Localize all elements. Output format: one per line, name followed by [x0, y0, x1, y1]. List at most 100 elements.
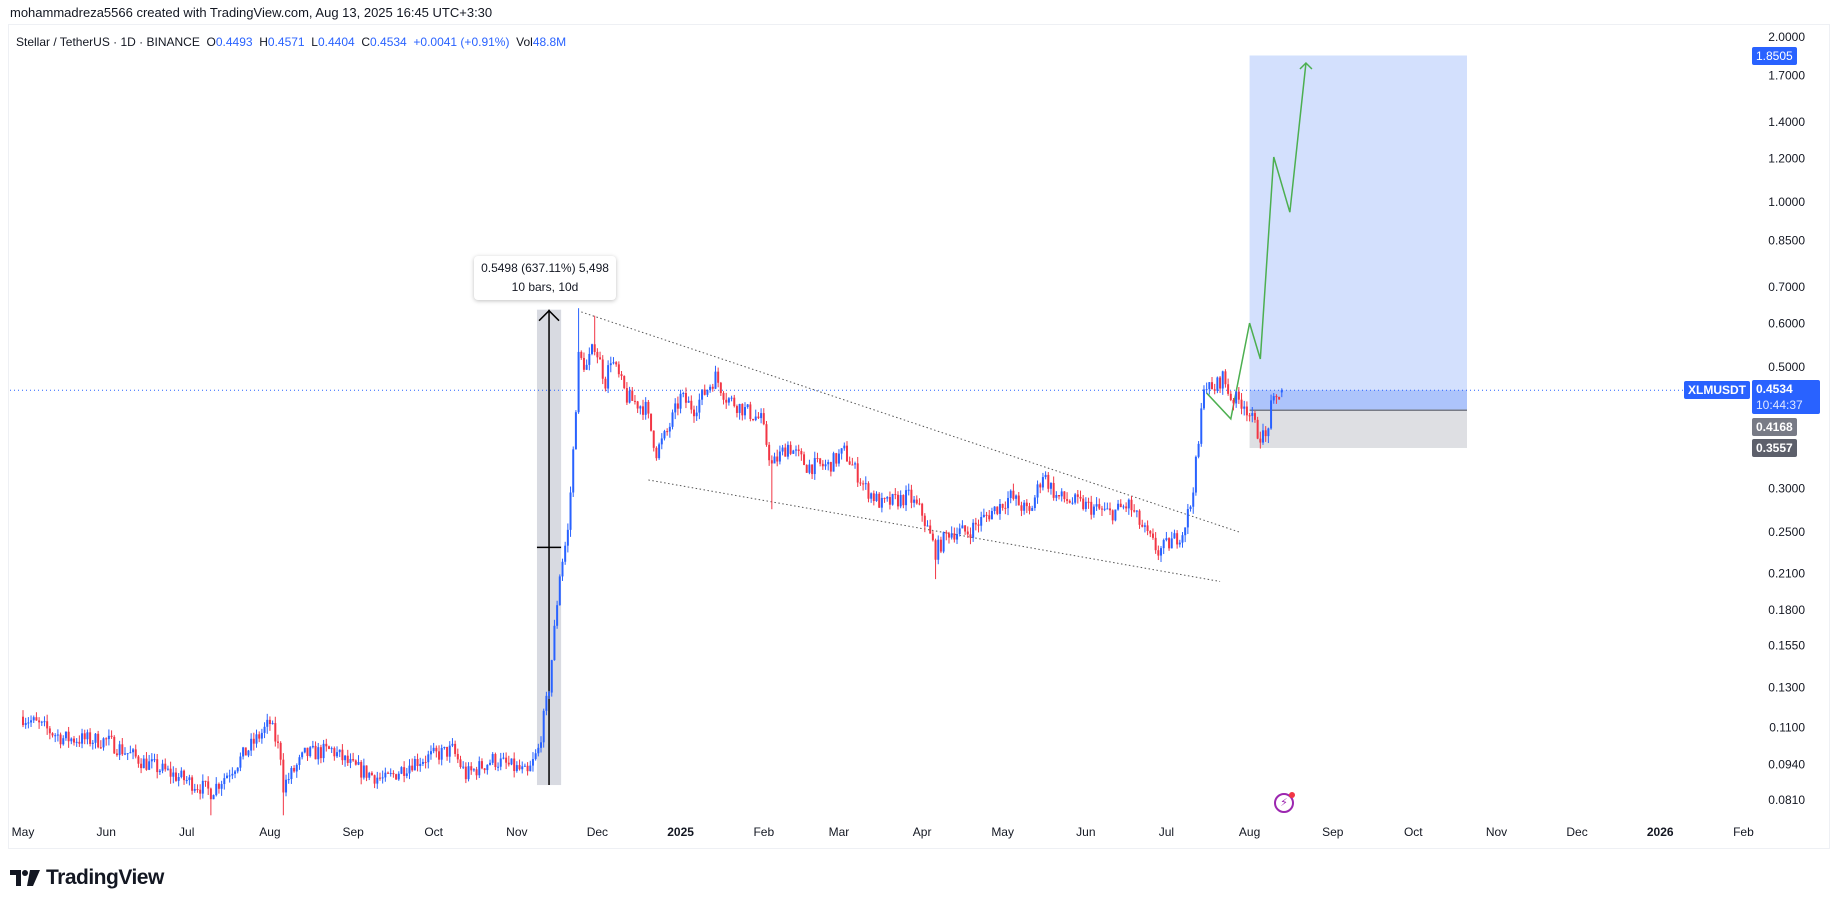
candle: [75, 741, 78, 743]
candle: [158, 770, 161, 773]
candle: [1160, 548, 1163, 556]
price-axis-tick: 0.1550: [1768, 639, 1805, 653]
candle: [596, 351, 599, 358]
candle: [153, 759, 156, 761]
candle: [542, 710, 545, 743]
candle: [1229, 393, 1232, 400]
candle: [693, 409, 695, 417]
time-axis-tick: Feb: [753, 825, 774, 839]
candle: [985, 514, 988, 516]
projected-path: [1206, 62, 1307, 421]
candle: [674, 403, 677, 413]
candle: [1058, 495, 1061, 497]
tradingview-logo[interactable]: TradingView: [10, 866, 164, 890]
candle: [389, 772, 392, 774]
candle: [91, 742, 94, 744]
candle: [676, 403, 679, 409]
candle: [513, 758, 516, 772]
candle: [459, 759, 462, 767]
candle: [70, 738, 73, 742]
candle: [864, 483, 867, 485]
candle: [1208, 382, 1211, 390]
time-axis-tick: Feb: [1733, 825, 1754, 839]
candle: [424, 761, 427, 763]
candle: [939, 539, 942, 552]
candle: [1245, 406, 1248, 416]
candle: [601, 359, 604, 379]
time-axis-tick: 2026: [1647, 825, 1674, 839]
candle: [475, 769, 478, 776]
candle: [123, 753, 126, 755]
candle: [1031, 508, 1034, 511]
price-axis-tick: 0.7000: [1768, 280, 1805, 294]
candle: [730, 397, 733, 399]
price-axis-tick: 0.1800: [1768, 603, 1805, 617]
candle: [722, 393, 725, 400]
candle: [829, 462, 832, 472]
candle: [929, 525, 932, 534]
symbol-name[interactable]: Stellar / TetherUS · 1D · BINANCE: [16, 35, 200, 49]
candle: [784, 447, 787, 457]
candle: [48, 728, 51, 734]
candle: [472, 769, 475, 771]
candle: [840, 448, 843, 454]
candle: [51, 733, 54, 736]
candle: [1049, 482, 1052, 489]
candle: [1194, 456, 1197, 493]
candle: [1146, 525, 1149, 532]
time-axis-tick: Oct: [424, 825, 443, 839]
volume-label: Vol: [516, 35, 533, 49]
candle: [1127, 499, 1130, 509]
chart-frame: [8, 24, 1830, 849]
candle: [907, 489, 910, 491]
candle: [311, 745, 314, 748]
candle: [714, 371, 717, 389]
candle: [725, 399, 728, 403]
time-axis-tick: Oct: [1404, 825, 1423, 839]
candle: [1106, 508, 1109, 510]
candle: [1267, 428, 1270, 437]
candle: [972, 522, 975, 538]
candle: [540, 742, 543, 748]
candle: [502, 757, 505, 759]
candle: [260, 732, 263, 739]
candle: [1041, 477, 1044, 488]
candle: [505, 757, 508, 763]
candle: [134, 749, 137, 757]
candle: [931, 533, 934, 541]
candle: [62, 738, 65, 745]
candle: [760, 413, 763, 419]
candle: [454, 743, 457, 754]
candle: [824, 464, 827, 467]
candle: [703, 389, 706, 395]
candle: [228, 775, 231, 777]
candle: [271, 723, 274, 725]
candle: [234, 771, 237, 774]
high-label: H: [259, 35, 268, 49]
candle: [67, 731, 70, 742]
candle: [225, 775, 228, 779]
candle: [926, 525, 929, 527]
candle: [947, 533, 950, 538]
candle: [757, 416, 760, 419]
candle: [1117, 503, 1120, 510]
candle: [1213, 389, 1216, 391]
candle: [880, 497, 883, 508]
candle: [1039, 484, 1042, 488]
candle: [1186, 509, 1189, 528]
candle: [1181, 535, 1184, 543]
candle: [1141, 524, 1144, 527]
lightning-icon[interactable]: ⚡: [1274, 792, 1295, 813]
candle: [719, 382, 722, 394]
candle: [22, 716, 24, 726]
measure-bars: 10 bars, 10d: [511, 280, 579, 294]
candle: [1047, 474, 1050, 489]
long-position-stop-zone: [1249, 410, 1467, 448]
candle: [1109, 508, 1112, 511]
candle: [1009, 490, 1012, 498]
candle: [1224, 371, 1227, 385]
candle: [129, 752, 132, 754]
candle: [1219, 377, 1222, 389]
candle: [835, 453, 838, 464]
